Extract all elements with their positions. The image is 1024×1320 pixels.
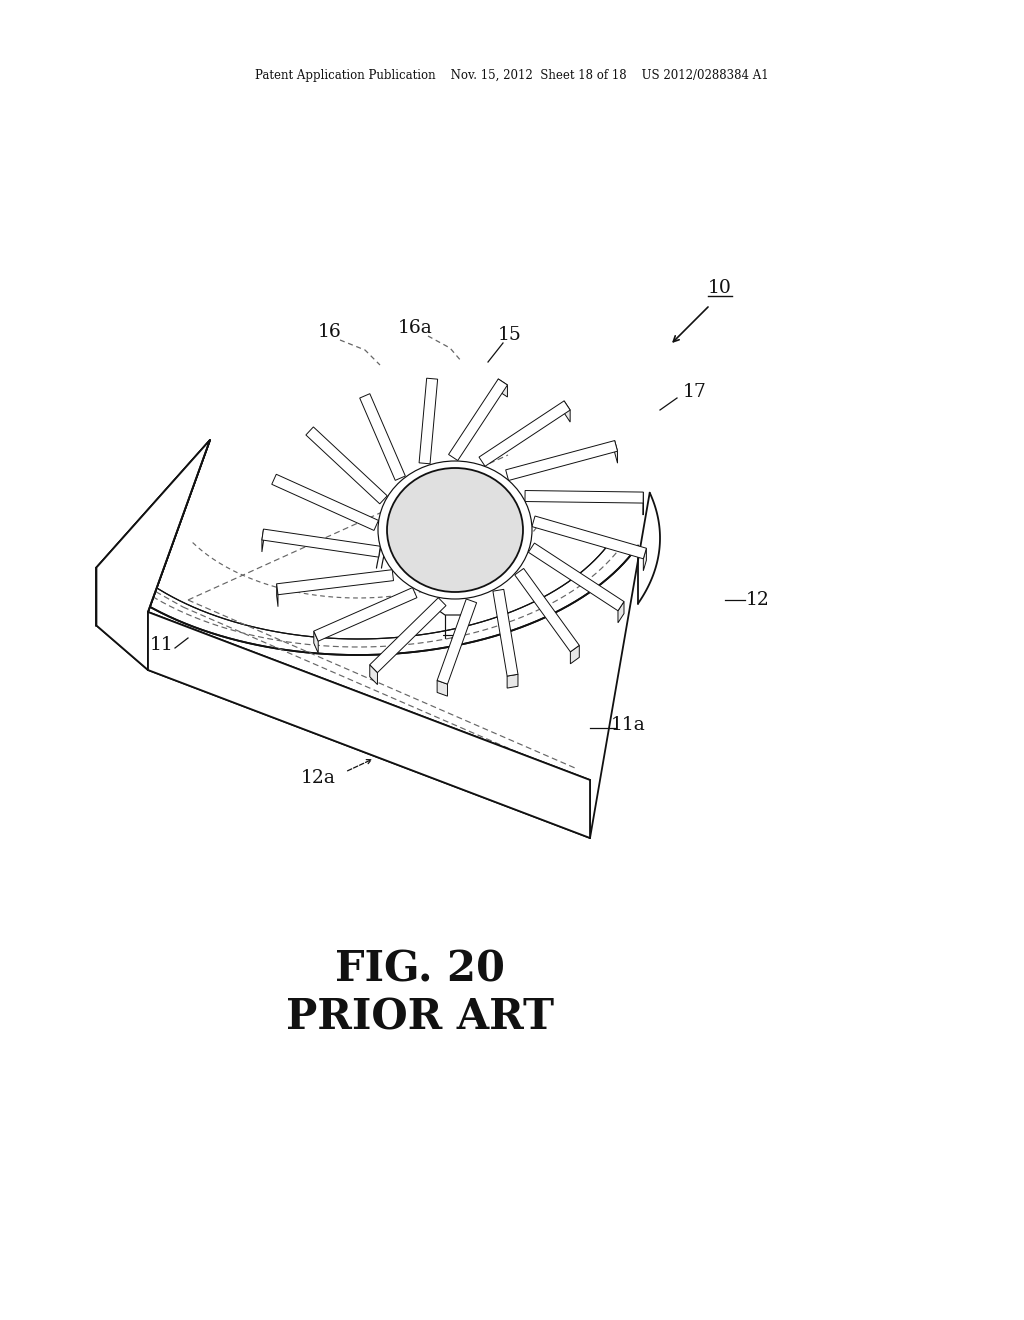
Text: 10: 10 [708,279,732,297]
Polygon shape [276,583,278,607]
Polygon shape [507,675,518,688]
Ellipse shape [378,461,532,599]
Text: 12: 12 [746,591,770,609]
Polygon shape [262,529,263,552]
Polygon shape [437,680,447,696]
Polygon shape [148,612,590,838]
Polygon shape [96,440,210,671]
Text: 17: 17 [683,383,707,401]
Polygon shape [359,393,406,480]
Polygon shape [419,379,437,463]
Polygon shape [506,441,617,480]
Polygon shape [617,602,624,623]
Polygon shape [643,548,646,570]
Text: 11a: 11a [610,715,645,734]
Polygon shape [570,645,580,664]
Polygon shape [262,529,380,557]
Text: 16a: 16a [397,319,432,337]
Polygon shape [306,426,387,504]
Polygon shape [370,598,446,673]
Polygon shape [96,440,210,671]
Polygon shape [370,665,378,685]
Polygon shape [614,441,617,463]
Polygon shape [564,401,570,422]
Polygon shape [531,516,646,558]
Text: FIG. 20: FIG. 20 [335,949,505,991]
Text: 11: 11 [151,636,174,653]
Polygon shape [437,599,476,684]
Polygon shape [515,569,580,652]
Polygon shape [528,543,624,611]
Text: PRIOR ART: PRIOR ART [286,997,554,1039]
Polygon shape [313,587,417,642]
Polygon shape [479,401,570,466]
Polygon shape [499,379,508,397]
Text: 15: 15 [498,326,522,345]
Polygon shape [525,491,643,503]
Text: 16: 16 [318,323,342,341]
Polygon shape [271,474,379,531]
Polygon shape [493,589,518,676]
Polygon shape [449,379,508,461]
Text: Patent Application Publication    Nov. 15, 2012  Sheet 18 of 18    US 2012/02883: Patent Application Publication Nov. 15, … [255,69,769,82]
Polygon shape [276,570,393,595]
Ellipse shape [387,469,523,591]
Text: 12a: 12a [301,770,336,787]
Polygon shape [313,631,318,653]
Polygon shape [96,540,638,655]
